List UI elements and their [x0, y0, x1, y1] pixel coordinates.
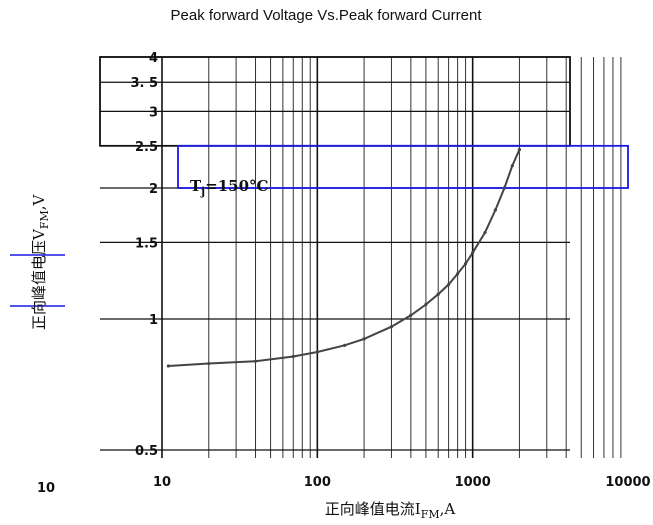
blue-band-frame: [177, 144, 629, 189]
series-line: [168, 149, 521, 367]
x-tick-label: 10: [37, 481, 55, 496]
x-tick-label: 1000: [455, 475, 491, 490]
x-tick-label: 10000: [605, 475, 650, 490]
series-point: [502, 186, 506, 190]
x-tick-label: 100: [304, 475, 331, 490]
y-tick-label: 3: [149, 105, 158, 120]
series-point: [207, 361, 211, 366]
series-point: [291, 354, 295, 359]
series-point: [510, 164, 514, 168]
series-point: [456, 272, 460, 276]
series-point: [409, 313, 413, 317]
y-tick-label: 0.5: [135, 444, 158, 459]
series-point: [471, 251, 475, 255]
y-tick-label: 2.5: [135, 140, 158, 155]
chart-title: Peak forward Voltage Vs.Peak forward Cur…: [171, 7, 483, 24]
series-point: [343, 343, 347, 347]
tick-labels: 10 100 1000 10000 10 0.5 1 1.5 2 2.5 3 3. 5 4: [37, 51, 651, 496]
y-axis-label: 正向峰值电压VFM,V: [30, 193, 51, 330]
series-point: [493, 208, 497, 212]
series-point: [315, 350, 319, 354]
y-tick-label: 2: [149, 182, 158, 197]
series-point: [463, 262, 468, 266]
series-point: [362, 337, 366, 341]
series-point: [447, 282, 451, 287]
y-tick-label: 4: [149, 51, 158, 66]
x-tick-label: 10: [153, 475, 171, 490]
series-point: [253, 359, 258, 363]
upper-frame: [99, 56, 571, 147]
grid-lines: [100, 56, 622, 458]
y-tick-label: 3. 5: [130, 76, 158, 91]
series-point: [389, 325, 394, 329]
series-layer: [166, 148, 522, 368]
series-point: [483, 230, 487, 235]
x-axis-label: 正向峰值电流IFM,A: [325, 500, 456, 521]
y-tick-label: 1.5: [135, 236, 158, 251]
series-point: [517, 148, 522, 152]
annotation-tj: Tj=150°C: [190, 177, 269, 198]
series-point: [166, 364, 171, 368]
y-tick-label: 1: [149, 313, 158, 328]
series-point: [436, 292, 440, 296]
plot-frames: [10, 56, 629, 307]
series-point: [424, 302, 428, 307]
